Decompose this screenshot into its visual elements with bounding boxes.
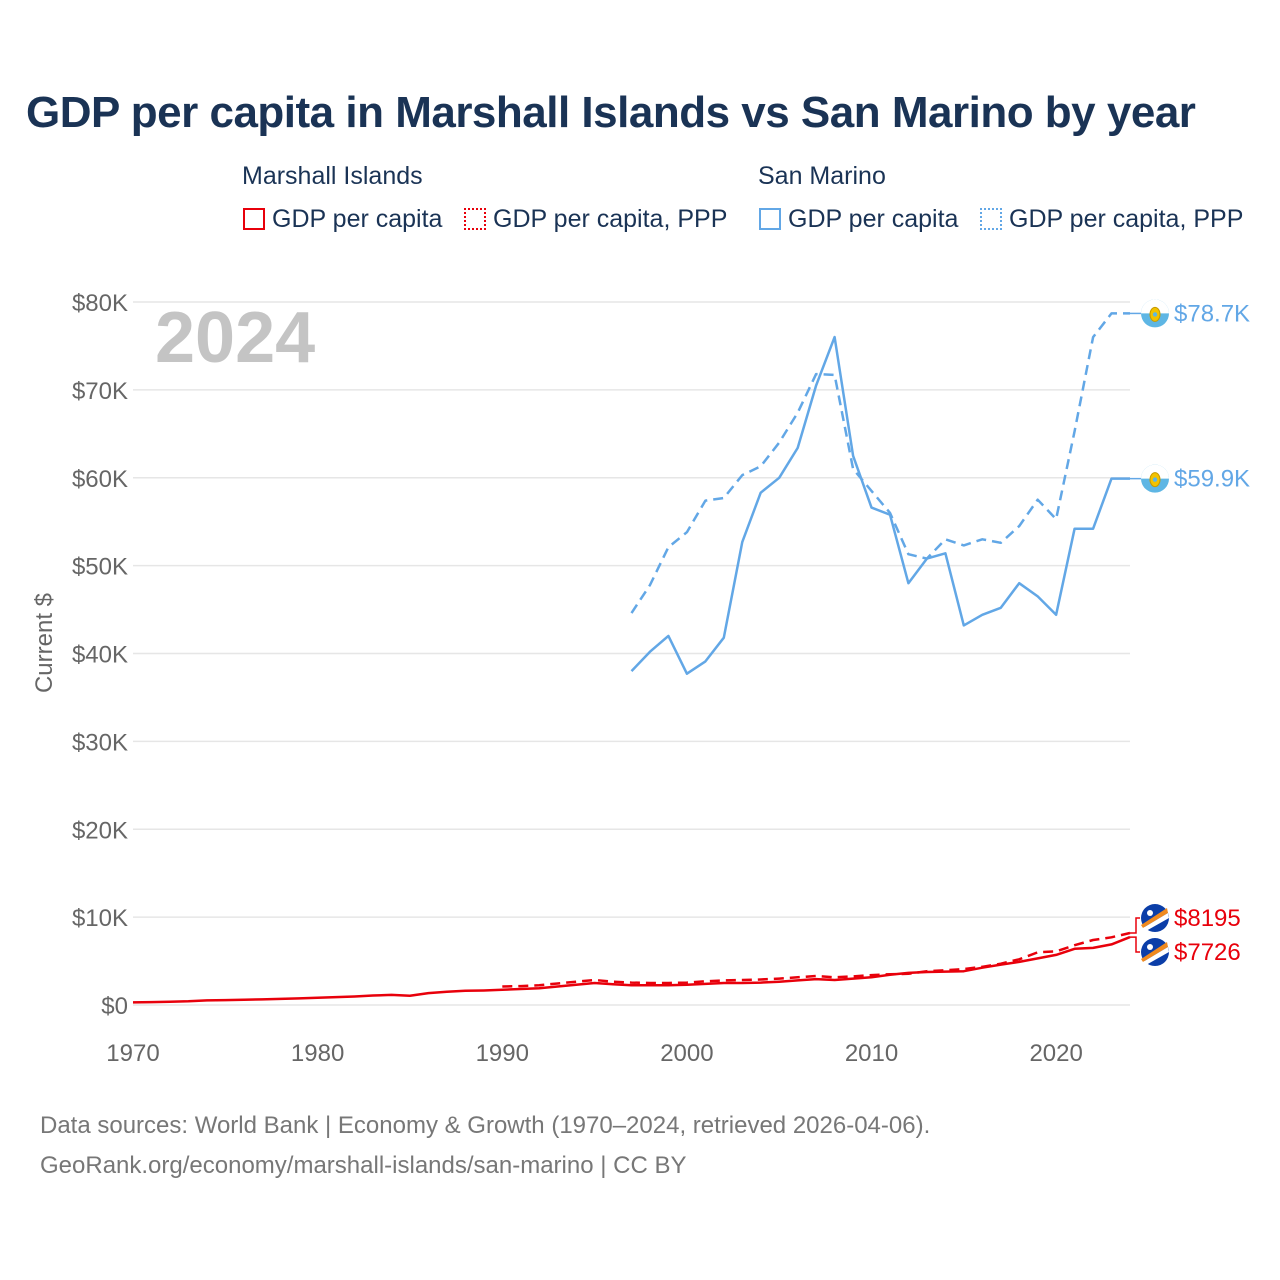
end-label-connector	[1130, 917, 1140, 934]
san-marino-flag-icon	[1141, 464, 1169, 493]
legend-dotted-swatch-icon	[464, 208, 486, 230]
end-value-label: $7726	[1174, 939, 1241, 966]
x-tick-label: 1990	[476, 1040, 529, 1067]
data-source-note: Data sources: World Bank | Economy & Gro…	[40, 1106, 930, 1186]
chart-title: GDP per capita in Marshall Islands vs Sa…	[26, 88, 1196, 137]
legend-solid-swatch-icon	[759, 208, 781, 230]
legend-marshall-gdp-label: GDP per capita	[272, 204, 443, 233]
legend-marshall-ppp[interactable]: GDP per capita, PPP	[464, 204, 727, 234]
end-label-connector	[1130, 936, 1140, 953]
marshall-islands-flag-icon	[1141, 938, 1169, 967]
y-tick-label: $60K	[72, 466, 128, 493]
end-value-label: $78.7K	[1174, 300, 1250, 327]
grid	[133, 301, 1130, 1006]
legend-solid-swatch-icon	[243, 208, 265, 230]
y-tick-label: $20K	[72, 817, 128, 844]
x-tick-label: 2020	[1029, 1040, 1082, 1067]
series-line[interactable]	[132, 935, 1131, 1004]
end-value-label: $59.9K	[1174, 466, 1250, 493]
source-line-1[interactable]: Data sources: World Bank | Economy & Gro…	[40, 1112, 931, 1139]
y-tick-label: $50K	[72, 554, 128, 581]
y-axis-title: Current $	[31, 593, 58, 693]
y-tick-label: $30K	[72, 729, 128, 756]
x-tick-label: 1980	[291, 1040, 344, 1067]
x-tick-label: 1970	[106, 1040, 159, 1067]
y-tick-label: $0	[101, 993, 128, 1020]
legend-dotted-swatch-icon	[980, 208, 1002, 230]
y-tick-label: $80K	[72, 290, 128, 317]
series-lines[interactable]	[132, 312, 1131, 1004]
x-tick-label: 2010	[845, 1040, 898, 1067]
axis-tick-labels: $0 $10K $20K $30K $40K $50K $60K $70K $80K 1970 19…	[72, 290, 1083, 1067]
y-tick-label: $70K	[72, 378, 128, 405]
legend-marshall-title: Marshall Islands	[242, 162, 423, 190]
legend-san-marino-ppp[interactable]: GDP per capita, PPP	[980, 204, 1243, 234]
end-labels: $59.9K $78.7K $7726 $8195	[1130, 299, 1250, 967]
san-marino-flag-icon	[1141, 299, 1169, 328]
source-line-2[interactable]: GeoRank.org/economy/marshall-islands/san…	[40, 1152, 687, 1179]
y-tick-label: $40K	[72, 642, 128, 669]
end-value-label: $8195	[1174, 905, 1241, 932]
series-line[interactable]	[502, 931, 1131, 988]
legend-san-marino-gdp[interactable]: GDP per capita	[759, 204, 958, 234]
legend-san-marino-gdp-label: GDP per capita	[788, 204, 959, 233]
marshall-islands-flag-icon	[1141, 904, 1169, 933]
legend-san-marino-ppp-label: GDP per capita, PPP	[1009, 204, 1244, 233]
legend-marshall-ppp-label: GDP per capita, PPP	[493, 204, 728, 233]
y-tick-label: $10K	[72, 905, 128, 932]
series-line[interactable]	[630, 312, 1131, 614]
legend-san-marino-title: San Marino	[758, 162, 886, 190]
year-watermark: 2024	[155, 298, 315, 378]
series-line[interactable]	[630, 335, 1131, 675]
legend-marshall-gdp[interactable]: GDP per capita	[243, 204, 442, 234]
x-tick-label: 2000	[660, 1040, 713, 1067]
